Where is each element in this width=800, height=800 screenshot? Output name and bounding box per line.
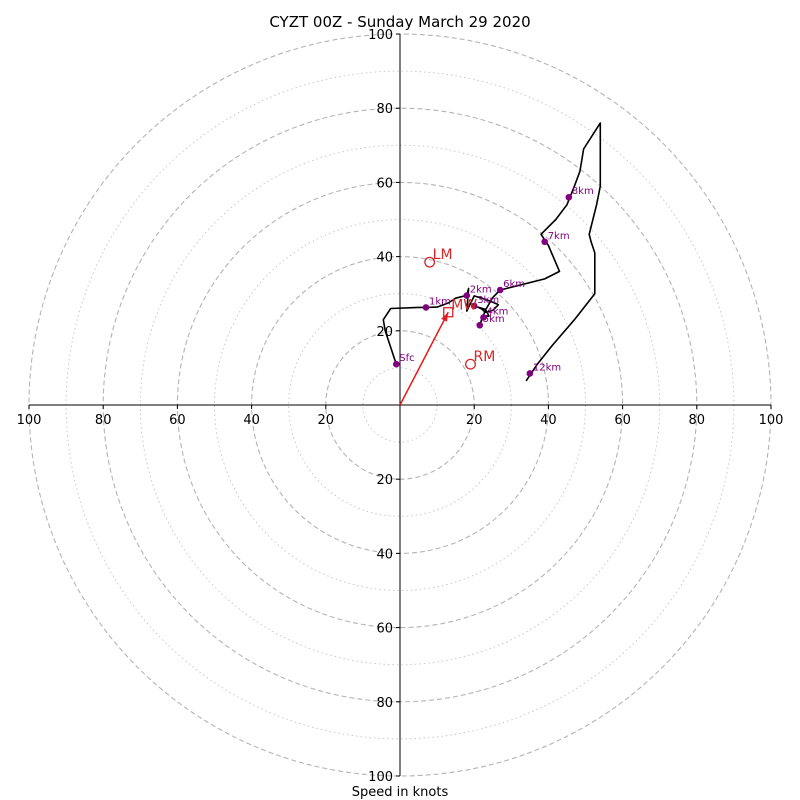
height-point-5km bbox=[476, 321, 484, 329]
storm-motions: LM RM MW bbox=[424, 247, 495, 370]
height-point-2km bbox=[463, 292, 471, 299]
y-tick-label: 40 bbox=[376, 251, 393, 266]
x-tick-label: 100 bbox=[17, 413, 42, 428]
height-point-7km bbox=[541, 238, 548, 246]
motion-label-MW: MW bbox=[451, 297, 477, 313]
wind-trace-line bbox=[382, 122, 602, 382]
motion-marker-MW bbox=[443, 307, 454, 318]
height-label-12km: 12km bbox=[533, 362, 561, 373]
motion-vector-line bbox=[399, 311, 449, 406]
height-label-3km: 3km bbox=[477, 295, 499, 306]
motion-marker-LM bbox=[424, 256, 436, 268]
height-label-5km: 5km bbox=[483, 314, 505, 325]
x-tick-label: 80 bbox=[95, 413, 112, 428]
height-label-1km: 1km bbox=[429, 296, 451, 307]
height-point-1km bbox=[422, 304, 430, 311]
tick-labels: 100 80 60 40 20 20 40 60 80 100 100 80 60 40 20 20 40 60 8… bbox=[17, 28, 784, 785]
y-tick-label: 100 bbox=[368, 28, 393, 43]
y-tick-label: 40 bbox=[376, 547, 393, 562]
y-tick-label: 20 bbox=[376, 473, 393, 488]
y-tick-label: 20 bbox=[376, 325, 393, 340]
x-tick-label: 20 bbox=[466, 413, 483, 428]
height-label-6km: 6km bbox=[503, 279, 525, 290]
height-point-6km bbox=[496, 286, 504, 294]
x-tick-label: 60 bbox=[169, 413, 186, 428]
y-tick-label: 80 bbox=[376, 102, 393, 117]
y-tick-label: 60 bbox=[376, 176, 393, 191]
height-point-8km bbox=[565, 193, 573, 201]
height-label-8km: 8km bbox=[572, 186, 594, 197]
x-tick-label: 40 bbox=[243, 413, 260, 428]
height-point-Sfc bbox=[392, 360, 400, 368]
hodograph-trace bbox=[382, 122, 602, 382]
height-label-Sfc: Sfc bbox=[399, 353, 414, 364]
y-tick-label: 60 bbox=[376, 622, 393, 637]
motion-marker-RM bbox=[465, 358, 476, 370]
height-point-12km bbox=[526, 370, 534, 377]
x-axis-label: Speed in knots bbox=[352, 785, 449, 800]
height-label-7km: 7km bbox=[548, 231, 570, 242]
motion-label-RM: RM bbox=[473, 349, 495, 365]
height-label-2km: 2km bbox=[470, 285, 492, 296]
chart-title: CYZT 00Z - Sunday March 29 2020 bbox=[269, 13, 530, 31]
x-tick-label: 20 bbox=[318, 413, 335, 428]
y-tick-label: 100 bbox=[368, 770, 393, 785]
y-tick-label: 80 bbox=[376, 696, 393, 711]
x-tick-label: 60 bbox=[614, 413, 631, 428]
motion-label-LM: LM bbox=[433, 247, 453, 263]
x-tick-label: 80 bbox=[689, 413, 706, 428]
x-tick-label: 40 bbox=[540, 413, 557, 428]
x-tick-label: 100 bbox=[759, 413, 784, 428]
height-point-4km bbox=[480, 314, 487, 321]
height-label-4km: 4km bbox=[486, 306, 508, 317]
height-point-3km bbox=[470, 302, 478, 310]
